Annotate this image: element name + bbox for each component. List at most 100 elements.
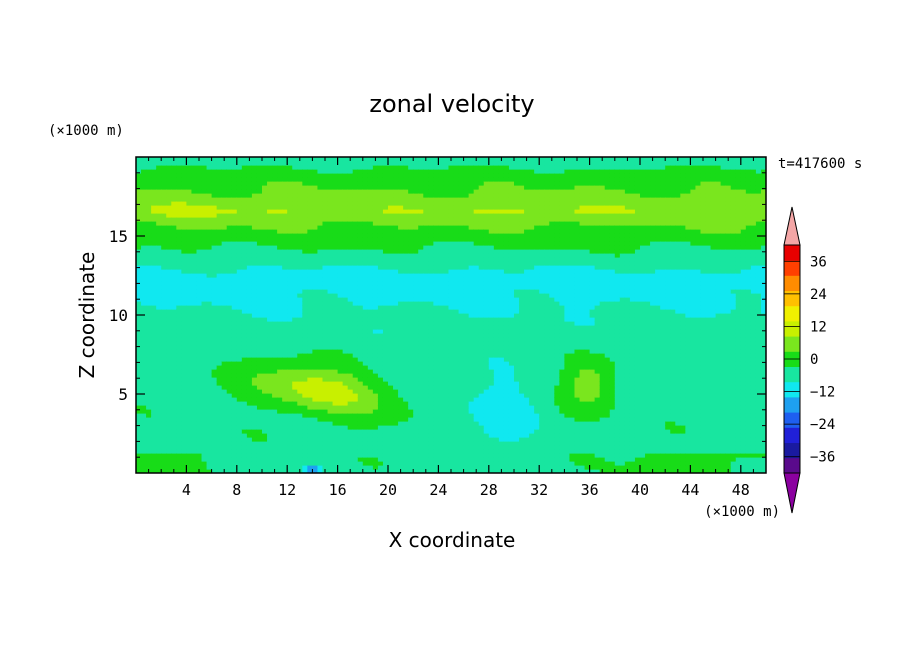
- field-cell: [322, 325, 329, 330]
- field-cell: [443, 425, 450, 430]
- field-cell: [221, 301, 228, 306]
- field-cell: [372, 325, 379, 330]
- field-cell: [377, 197, 384, 202]
- field-cell: [443, 273, 450, 278]
- field-cell: [216, 333, 223, 338]
- field-cell: [382, 405, 389, 410]
- field-cell: [388, 237, 394, 242]
- field-cell: [347, 393, 354, 398]
- field-cell: [322, 357, 329, 362]
- field-cell: [176, 297, 182, 302]
- field-cell: [312, 341, 319, 346]
- field-cell: [347, 417, 354, 422]
- field-cell: [302, 385, 308, 390]
- field-cell: [267, 193, 273, 198]
- field-cell: [362, 341, 369, 346]
- field-cell: [176, 277, 182, 282]
- field-cell: [161, 381, 167, 386]
- field-cell: [236, 349, 243, 354]
- field-cell: [388, 345, 394, 350]
- field-cell: [171, 297, 177, 302]
- field-cell: [161, 449, 167, 454]
- field-cell: [166, 457, 172, 462]
- field-cell: [176, 265, 182, 270]
- field-cell: [382, 345, 389, 350]
- field-cell: [191, 193, 198, 198]
- field-cell: [151, 461, 157, 466]
- field-cell: [272, 441, 278, 446]
- field-cell: [236, 329, 243, 334]
- field-cell: [423, 317, 429, 322]
- field-cell: [191, 425, 198, 430]
- field-cell: [196, 445, 203, 450]
- field-cell: [423, 329, 429, 334]
- field-cell: [231, 281, 238, 286]
- field-cell: [443, 373, 450, 378]
- field-cell: [151, 377, 157, 382]
- field-cell: [211, 377, 218, 382]
- field-cell: [216, 385, 223, 390]
- field-cell: [231, 393, 238, 398]
- field-cell: [251, 445, 258, 450]
- field-cell: [136, 173, 142, 178]
- field-cell: [443, 353, 450, 358]
- field-cell: [166, 321, 172, 326]
- field-cell: [302, 353, 308, 358]
- field-cell: [211, 209, 218, 214]
- field-cell: [171, 389, 177, 394]
- field-cell: [262, 349, 268, 354]
- field-cell: [246, 433, 253, 438]
- field-cell: [196, 257, 203, 262]
- field-cell: [146, 329, 152, 334]
- field-cell: [398, 461, 404, 466]
- field-cell: [282, 289, 288, 294]
- field-cell: [317, 417, 324, 422]
- field-cell: [161, 297, 167, 302]
- field-cell: [161, 289, 167, 294]
- field-cell: [443, 301, 450, 306]
- field-cell: [408, 257, 414, 262]
- field-cell: [382, 449, 389, 454]
- field-cell: [332, 217, 339, 222]
- field-cell: [246, 177, 253, 182]
- field-cell: [191, 349, 198, 354]
- field-cell: [156, 285, 162, 290]
- field-cell: [372, 353, 379, 358]
- field-cell: [337, 245, 344, 250]
- field-cell: [388, 309, 394, 314]
- field-cell: [191, 177, 198, 182]
- field-cell: [221, 409, 228, 414]
- field-cell: [282, 385, 288, 390]
- field-cell: [181, 217, 187, 222]
- field-cell: [256, 333, 263, 338]
- field-cell: [221, 193, 228, 198]
- field-cell: [393, 417, 399, 422]
- field-cell: [362, 313, 369, 318]
- field-cell: [307, 461, 313, 466]
- field-cell: [161, 209, 167, 214]
- field-cell: [443, 297, 450, 302]
- field-cell: [181, 245, 187, 250]
- field-cell: [181, 373, 187, 378]
- field-cell: [171, 429, 177, 434]
- field-cell: [393, 421, 399, 426]
- field-cell: [337, 449, 344, 454]
- field-cell: [191, 277, 198, 282]
- field-cell: [382, 309, 389, 314]
- field-cell: [246, 277, 253, 282]
- field-cell: [413, 365, 419, 370]
- field-cell: [362, 213, 369, 218]
- field-cell: [418, 169, 424, 174]
- field-cell: [388, 445, 394, 450]
- field-cell: [433, 421, 439, 426]
- field-cell: [277, 457, 283, 462]
- field-cell: [236, 189, 243, 194]
- field-cell: [146, 377, 152, 382]
- field-cell: [317, 381, 324, 386]
- field-cell: [161, 353, 167, 358]
- field-cell: [241, 265, 248, 270]
- field-cell: [342, 217, 349, 222]
- field-cell: [272, 337, 278, 342]
- field-cell: [206, 461, 213, 466]
- field-cell: [292, 285, 298, 290]
